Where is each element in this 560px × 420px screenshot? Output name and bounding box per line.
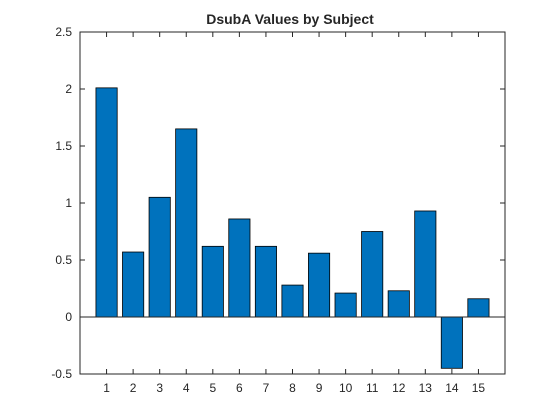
y-tick-label: 0.5 (55, 253, 72, 267)
bar-subject-4 (175, 128, 198, 318)
x-tick-label: 11 (366, 381, 379, 395)
x-tick-label: 7 (263, 381, 270, 395)
x-tick-label: 2 (130, 381, 137, 395)
x-tick-label: 14 (445, 381, 459, 395)
x-tick-label: 4 (183, 381, 190, 395)
bar-subject-15 (467, 298, 490, 318)
x-tick-label: 9 (316, 381, 323, 395)
y-tick-label: 1.5 (55, 139, 72, 153)
bar-subject-7 (254, 245, 277, 318)
bar-subject-1 (95, 87, 118, 318)
bar-subject-11 (361, 231, 384, 318)
bar-subject-12 (387, 290, 410, 318)
y-tick-label: -0.5 (51, 367, 72, 381)
bars-group (95, 87, 490, 369)
bar-subject-8 (281, 284, 304, 318)
bar-subject-2 (122, 251, 145, 318)
y-tick-label: 2.5 (55, 25, 72, 39)
y-tick-label: 0 (65, 310, 72, 324)
bar-subject-14 (440, 316, 463, 369)
x-tick-label: 1 (103, 381, 110, 395)
x-tick-label: 5 (209, 381, 216, 395)
bar-subject-3 (148, 196, 171, 318)
chart-title: DsubA Values by Subject (206, 11, 374, 27)
bar-subject-13 (414, 210, 437, 318)
y-tick-label: 2 (65, 82, 72, 96)
y-tick-label: 1 (65, 196, 72, 210)
bar-subject-9 (308, 252, 331, 318)
y-axis: -0.5 0 0.5 1 1.5 2 2.5 (51, 25, 505, 381)
x-tick-label: 12 (392, 381, 406, 395)
bar-subject-10 (334, 292, 357, 318)
x-tick-label: 10 (339, 381, 353, 395)
bar-subject-5 (201, 245, 224, 318)
x-tick-label: 15 (472, 381, 486, 395)
x-tick-label: 6 (236, 381, 243, 395)
bar-subject-6 (228, 218, 251, 318)
x-tick-label: 8 (289, 381, 296, 395)
x-axis: 1 2 3 4 5 6 7 8 9 10 11 12 13 14 15 (103, 32, 485, 395)
x-tick-label: 13 (419, 381, 433, 395)
x-tick-label: 3 (156, 381, 163, 395)
